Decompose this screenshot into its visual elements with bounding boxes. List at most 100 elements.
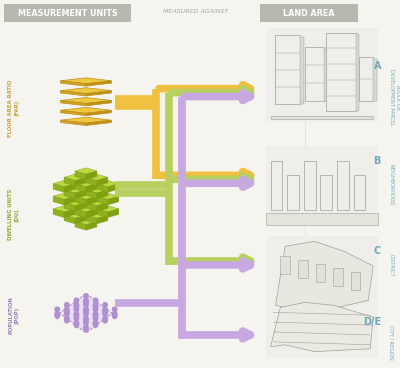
Text: CITY / REGION: CITY / REGION: [389, 325, 394, 360]
Polygon shape: [86, 202, 97, 211]
Ellipse shape: [83, 297, 89, 306]
Polygon shape: [97, 209, 108, 217]
Text: B: B: [374, 156, 381, 166]
Bar: [324, 49, 328, 102]
Circle shape: [83, 302, 89, 308]
Ellipse shape: [73, 311, 80, 319]
Text: D/E: D/E: [363, 317, 381, 327]
Polygon shape: [64, 199, 86, 206]
Polygon shape: [86, 199, 108, 206]
Text: MEASUREMENT UNITS: MEASUREMENT UNITS: [18, 9, 117, 18]
Polygon shape: [75, 193, 97, 199]
Polygon shape: [97, 193, 119, 199]
Polygon shape: [64, 187, 86, 193]
Ellipse shape: [83, 324, 89, 333]
Circle shape: [83, 320, 89, 326]
Polygon shape: [75, 222, 86, 230]
Polygon shape: [64, 187, 86, 193]
Polygon shape: [86, 190, 97, 199]
Circle shape: [102, 311, 108, 317]
Polygon shape: [86, 81, 111, 86]
Polygon shape: [75, 196, 86, 205]
Bar: [351, 272, 360, 290]
Polygon shape: [75, 190, 86, 199]
Polygon shape: [75, 180, 97, 187]
Polygon shape: [75, 190, 86, 199]
Polygon shape: [108, 184, 119, 192]
Polygon shape: [75, 209, 86, 217]
Polygon shape: [86, 190, 97, 199]
Bar: [305, 47, 324, 102]
Bar: [354, 175, 365, 210]
Polygon shape: [75, 184, 86, 192]
Polygon shape: [97, 206, 119, 212]
Ellipse shape: [64, 315, 70, 324]
Polygon shape: [86, 209, 97, 217]
Polygon shape: [75, 171, 86, 180]
Bar: [270, 160, 282, 210]
Ellipse shape: [92, 311, 99, 319]
Bar: [320, 175, 332, 210]
Polygon shape: [86, 215, 97, 224]
Circle shape: [112, 307, 118, 312]
Polygon shape: [64, 202, 75, 211]
Bar: [280, 256, 290, 274]
Bar: [266, 236, 378, 315]
Polygon shape: [60, 88, 111, 93]
Polygon shape: [86, 184, 97, 192]
Polygon shape: [86, 196, 97, 205]
Circle shape: [64, 311, 70, 317]
Ellipse shape: [102, 315, 108, 324]
Polygon shape: [60, 98, 111, 103]
Polygon shape: [75, 196, 86, 205]
Bar: [356, 35, 360, 111]
Polygon shape: [270, 302, 373, 352]
Bar: [300, 38, 304, 105]
Text: DWELLING UNITS
(DU): DWELLING UNITS (DU): [8, 189, 19, 240]
Bar: [304, 160, 316, 210]
Bar: [266, 28, 378, 121]
Circle shape: [64, 302, 70, 308]
Polygon shape: [75, 209, 86, 217]
Polygon shape: [64, 209, 75, 217]
Polygon shape: [75, 196, 86, 205]
Polygon shape: [97, 177, 108, 186]
Polygon shape: [86, 187, 108, 193]
Text: BLOCK OR
DEVELOPMENT PARCEL: BLOCK OR DEVELOPMENT PARCEL: [389, 69, 400, 125]
Polygon shape: [276, 241, 373, 310]
Ellipse shape: [64, 306, 70, 315]
Bar: [337, 160, 349, 210]
Polygon shape: [60, 78, 111, 84]
Ellipse shape: [83, 315, 89, 324]
Circle shape: [74, 297, 79, 303]
Bar: [358, 57, 373, 102]
Bar: [4, 4, 131, 22]
Circle shape: [83, 311, 89, 317]
Polygon shape: [64, 190, 75, 199]
Polygon shape: [60, 120, 86, 125]
Ellipse shape: [102, 306, 108, 315]
Polygon shape: [64, 177, 75, 186]
Polygon shape: [60, 81, 86, 86]
Polygon shape: [97, 202, 108, 211]
Polygon shape: [86, 187, 108, 193]
Polygon shape: [97, 180, 119, 187]
Circle shape: [74, 315, 79, 321]
Polygon shape: [60, 100, 86, 106]
Polygon shape: [75, 184, 86, 192]
Polygon shape: [53, 184, 64, 192]
Text: MEASURED AGAINST: MEASURED AGAINST: [163, 9, 228, 14]
Bar: [266, 297, 378, 357]
Polygon shape: [270, 116, 373, 119]
Polygon shape: [64, 184, 75, 192]
Polygon shape: [86, 177, 97, 186]
Circle shape: [93, 307, 98, 312]
Polygon shape: [75, 202, 86, 211]
Polygon shape: [75, 180, 97, 187]
Polygon shape: [86, 171, 97, 180]
Polygon shape: [86, 91, 111, 96]
Polygon shape: [86, 202, 97, 211]
Bar: [276, 35, 300, 105]
Bar: [260, 4, 358, 22]
Polygon shape: [64, 202, 75, 211]
